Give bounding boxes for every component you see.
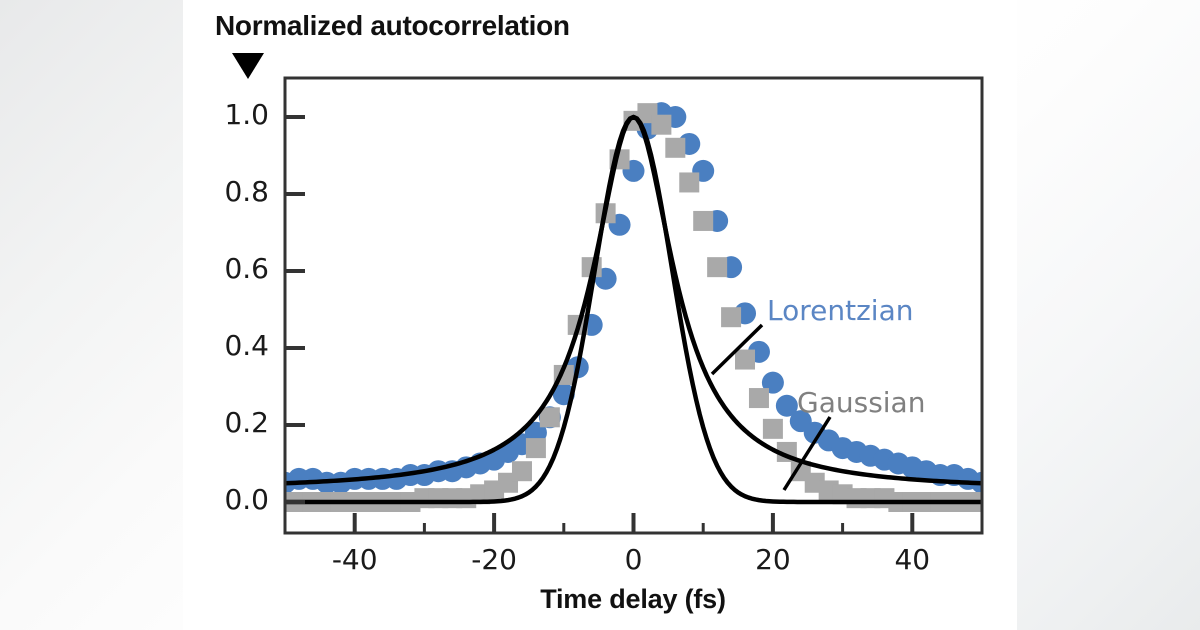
data-point <box>735 349 756 370</box>
data-point <box>525 438 546 459</box>
leader-line-gaussian <box>782 416 832 491</box>
figure-panel <box>183 0 1017 630</box>
page-title: Normalized autocorrelation <box>215 10 570 41</box>
data-point <box>651 114 672 135</box>
x-tick-label: -20 <box>471 543 517 576</box>
x-axis-label: Time delay (fs) <box>0 584 1200 615</box>
data-point <box>665 137 686 158</box>
data-point <box>679 172 700 193</box>
data-point <box>539 407 560 428</box>
x-tick-label: 20 <box>755 543 791 576</box>
leader-line-lorentzian <box>710 323 764 376</box>
data-point <box>775 394 798 417</box>
annotation-lorentzian: Lorentzian <box>767 294 914 327</box>
down-triangle-icon <box>232 53 264 79</box>
x-tick-label: 0 <box>624 543 643 576</box>
x-tick-label: -40 <box>331 543 378 576</box>
y-tick-label: 0.0 <box>224 483 269 516</box>
data-point <box>721 307 742 328</box>
y-tick-label: 0.4 <box>224 329 269 362</box>
fit-curve-gaussian <box>285 114 982 505</box>
y-tick-label: 0.6 <box>224 252 269 285</box>
x-tick-label: 40 <box>894 543 931 576</box>
y-tick-label: 0.8 <box>224 175 269 208</box>
data-point <box>707 257 728 278</box>
annotation-gaussian: Gaussian <box>797 386 926 419</box>
data-point <box>511 461 532 482</box>
data-layer <box>285 102 982 512</box>
data-point <box>762 418 783 439</box>
y-tick-label: 0.2 <box>224 406 269 439</box>
y-tick-label: 1.0 <box>224 98 269 131</box>
series-gaussian <box>285 103 982 512</box>
x-axis-label-text: Time delay (fs) <box>540 584 726 614</box>
data-point <box>748 388 769 409</box>
data-point <box>693 210 714 231</box>
